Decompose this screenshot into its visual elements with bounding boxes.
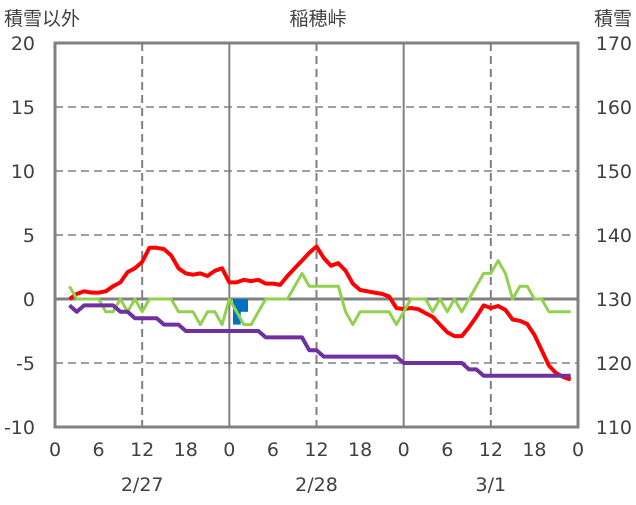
series-line-1: [68, 259, 571, 327]
x-tick-label: 18: [348, 439, 372, 461]
left-tick-label: 5: [23, 225, 35, 247]
plot-frame: [53, 41, 580, 429]
left-tick-label: 0: [23, 289, 35, 311]
left-tick-label: 20: [11, 33, 35, 55]
gridlines: [55, 43, 578, 427]
series-line-0: [68, 244, 572, 382]
left-tick-label: -10: [4, 417, 35, 439]
x-tick-label: 0: [572, 439, 584, 461]
series-line-2: [68, 303, 571, 378]
x-tick-label: 12: [479, 439, 503, 461]
date-label: 2/28: [295, 474, 338, 496]
right-tick-label: 120: [596, 353, 632, 375]
x-tick-label: 18: [174, 439, 198, 461]
bar: [240, 299, 248, 312]
right-tick-label: 160: [596, 97, 632, 119]
x-tick-label: 6: [93, 439, 105, 461]
left-tick-label: 10: [11, 161, 35, 183]
x-tick-label: 6: [267, 439, 279, 461]
right-tick-label: 150: [596, 161, 632, 183]
x-tick-label: 0: [223, 439, 235, 461]
x-tick-label: 0: [49, 439, 61, 461]
chart-title: 稲穂峠: [289, 8, 346, 30]
x-tick-label: 12: [130, 439, 154, 461]
right-tick-label: 140: [596, 225, 632, 247]
right-tick-label: 110: [596, 417, 632, 439]
date-label: 2/27: [121, 474, 164, 496]
x-tick-label: 6: [441, 439, 453, 461]
date-label: 3/1: [476, 474, 507, 496]
left-axis-label: 積雪以外: [4, 8, 80, 30]
x-tick-label: 0: [398, 439, 410, 461]
left-tick-label: 15: [11, 97, 35, 119]
left-tick-label: -5: [16, 353, 35, 375]
right-tick-label: 170: [596, 33, 632, 55]
right-axis-label: 積雪: [594, 8, 632, 30]
x-tick-label: 18: [522, 439, 546, 461]
x-tick-label: 12: [304, 439, 328, 461]
line-series: [68, 244, 572, 382]
right-tick-label: 130: [596, 289, 632, 311]
